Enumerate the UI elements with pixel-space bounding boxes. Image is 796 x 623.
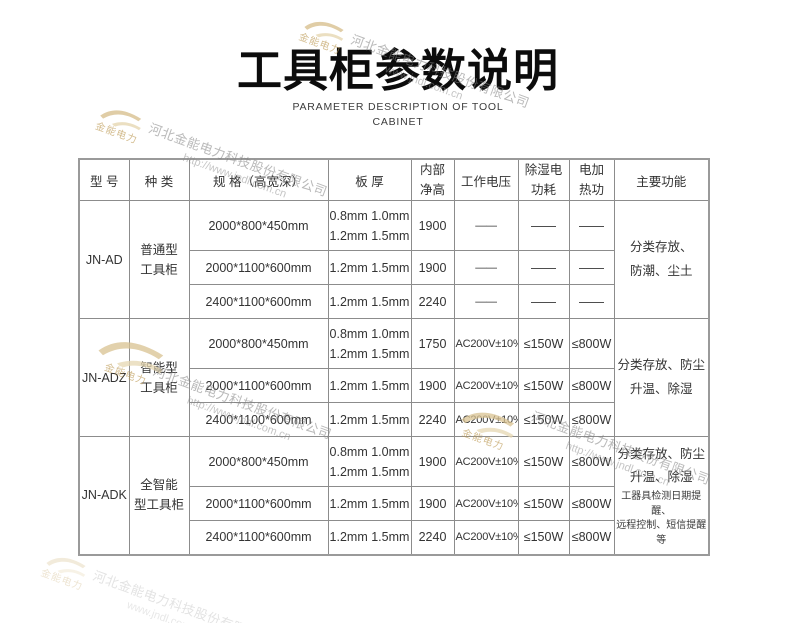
inner-height-cell: 1900 <box>410 250 455 285</box>
page-title: 工具柜参数说明 <box>236 45 559 96</box>
category-cell: 全智能 型工具柜 <box>128 436 190 555</box>
page-subtitle: PARAMETER DESCRIPTION OF TOOL CABINET <box>0 100 796 129</box>
voltage-cell: —— <box>453 250 519 285</box>
dehumidify-cell: ≤150W <box>517 368 570 403</box>
spec-cell: 2000*800*450mm <box>188 200 329 251</box>
heater-cell: ≤800W <box>568 318 615 369</box>
header-spec: 规 格（高宽深） <box>188 158 329 201</box>
voltage-cell: AC200V±10% <box>453 436 519 487</box>
category-cell: 智能型 工具柜 <box>128 318 190 437</box>
category-line: 普通型 <box>140 242 178 257</box>
url-watermark-text: www.jndl.com.cn <box>125 599 207 623</box>
subtitle-line-1: PARAMETER DESCRIPTION OF TOOL <box>292 101 504 113</box>
header-category: 种 类 <box>128 158 190 201</box>
category-line: 智能型 <box>140 360 178 375</box>
company-watermark-text: 河北金能电力科技股份有限公司 <box>90 567 274 623</box>
subtitle-line-2: CABINET <box>372 115 424 128</box>
heater-cell: ≤800W <box>568 486 615 521</box>
model-cell: JN-AD <box>78 200 130 319</box>
heater-cell: ≤800W <box>568 436 615 487</box>
header-heater: 电加 热功 <box>568 158 615 201</box>
inner-height-cell: 1900 <box>410 368 455 403</box>
thickness-cell: 1.2mm 1.5mm <box>327 486 412 521</box>
main-functions-cell: 分类存放、防尘 升温、除湿 <box>613 318 710 437</box>
table-row: 2400*1100*600mm 1.2mm 1.5mm 2240 —— —— —… <box>79 284 709 319</box>
header-model: 型 号 <box>78 158 130 201</box>
thickness-cell: 1.2mm 1.5mm <box>327 402 412 437</box>
header-inner-height: 内部 净高 <box>410 158 455 201</box>
model-cell: JN-ADK <box>78 436 130 555</box>
voltage-cell: AC200V±10% <box>453 402 519 437</box>
table-row: 2000*1100*600mm 1.2mm 1.5mm 1900 AC200V±… <box>79 368 709 403</box>
inner-height-cell: 1750 <box>410 318 455 369</box>
heater-cell: —— <box>568 284 615 319</box>
voltage-cell: AC200V±10% <box>453 318 519 369</box>
spec-cell: 2000*800*450mm <box>188 436 329 487</box>
inner-height-cell: 2240 <box>410 520 455 555</box>
model-cell: JN-ADZ <box>78 318 130 437</box>
dehumidify-cell: —— <box>517 284 570 319</box>
voltage-cell: AC200V±10% <box>453 368 519 403</box>
dehumidify-cell: ≤150W <box>517 520 570 555</box>
dehumidify-cell: ≤150W <box>517 436 570 487</box>
main-functions-cell: 分类存放、 防潮、尘土 <box>613 200 710 319</box>
spec-cell: 2400*1100*600mm <box>188 520 329 555</box>
category-line: 型工具柜 <box>133 498 184 513</box>
dehumidify-cell: ≤150W <box>517 318 570 369</box>
table-row: 2000*1100*600mm 1.2mm 1.5mm 1900 AC200V±… <box>79 486 709 521</box>
header-row: 型 号 种 类 规 格（高宽深） 板 厚 内部 净高 工作电压 除湿电 功耗 电… <box>78 158 710 201</box>
spec-cell: 2400*1100*600mm <box>188 284 329 319</box>
table-row: 2000*1100*600mm 1.2mm 1.5mm 1900 —— —— —… <box>79 250 709 285</box>
dehumidify-cell: —— <box>517 200 570 251</box>
spec-cell: 2000*1100*600mm <box>188 486 329 521</box>
thickness-cell: 0.8mm 1.0mm 1.2mm 1.5mm <box>327 200 412 251</box>
table-row: JN-AD 普通型 工具柜 2000*800*450mm 0.8mm 1.0mm… <box>78 200 710 319</box>
dehumidify-cell: ≤150W <box>517 486 570 521</box>
heater-cell: —— <box>568 200 615 251</box>
thickness-cell: 1.2mm 1.5mm <box>327 250 412 285</box>
thickness-cell: 1.2mm 1.5mm <box>327 284 412 319</box>
category-line: 工具柜 <box>140 262 178 277</box>
header-voltage: 工作电压 <box>453 158 519 201</box>
table-row: JN-ADZ 智能型 工具柜 2000*800*450mm 0.8mm 1.0m… <box>78 318 710 437</box>
dehumidify-cell: ≤150W <box>517 402 570 437</box>
header-dehumidify: 除湿电 功耗 <box>517 158 570 201</box>
table-row: 2400*1100*600mm 1.2mm 1.5mm 2240 AC200V±… <box>79 402 709 437</box>
spec-table: 型 号 种 类 规 格（高宽深） 板 厚 内部 净高 工作电压 除湿电 功耗 电… <box>78 158 710 556</box>
table-row: 2400*1100*600mm 1.2mm 1.5mm 2240 AC200V±… <box>79 520 709 555</box>
dehumidify-cell: —— <box>517 250 570 285</box>
inner-height-cell: 2240 <box>410 402 455 437</box>
category-line: 工具柜 <box>140 380 178 395</box>
thickness-cell: 0.8mm 1.0mm 1.2mm 1.5mm <box>327 318 412 369</box>
category-cell: 普通型 工具柜 <box>128 200 190 319</box>
heater-cell: ≤800W <box>568 402 615 437</box>
thickness-cell: 1.2mm 1.5mm <box>327 368 412 403</box>
brand-text: 金能电力 <box>39 567 85 594</box>
thickness-cell: 0.8mm 1.0mm 1.2mm 1.5mm <box>327 436 412 487</box>
thickness-cell: 1.2mm 1.5mm <box>327 520 412 555</box>
inner-height-cell: 1900 <box>410 486 455 521</box>
table-row: JN-ADK 全智能 型工具柜 2000*800*450mm 0.8mm 1.0… <box>78 436 710 555</box>
main-functions-cell: 分类存放、防尘 升温、除湿 工器具检测日期提醒、 远程控制、短信提醒等 <box>613 436 710 555</box>
inner-height-cell: 1900 <box>410 436 455 487</box>
watermark-stamp: 金能电力 河北金能电力科技股份有限公司 www.jndl.com.cn <box>39 548 275 623</box>
voltage-cell: —— <box>453 284 519 319</box>
heater-cell: ≤800W <box>568 520 615 555</box>
inner-height-cell: 1900 <box>410 200 455 251</box>
heater-cell: —— <box>568 250 615 285</box>
voltage-cell: AC200V±10% <box>453 486 519 521</box>
category-line: 全智能 <box>140 478 178 493</box>
spec-cell: 2400*1100*600mm <box>188 402 329 437</box>
heater-cell: ≤800W <box>568 368 615 403</box>
voltage-cell: —— <box>453 200 519 251</box>
voltage-cell: AC200V±10% <box>453 520 519 555</box>
spec-cell: 2000*800*450mm <box>188 318 329 369</box>
header-main-functions: 主要功能 <box>613 158 710 201</box>
spec-cell: 2000*1100*600mm <box>188 250 329 285</box>
inner-height-cell: 2240 <box>410 284 455 319</box>
spec-cell: 2000*1100*600mm <box>188 368 329 403</box>
header-thickness: 板 厚 <box>327 158 412 201</box>
